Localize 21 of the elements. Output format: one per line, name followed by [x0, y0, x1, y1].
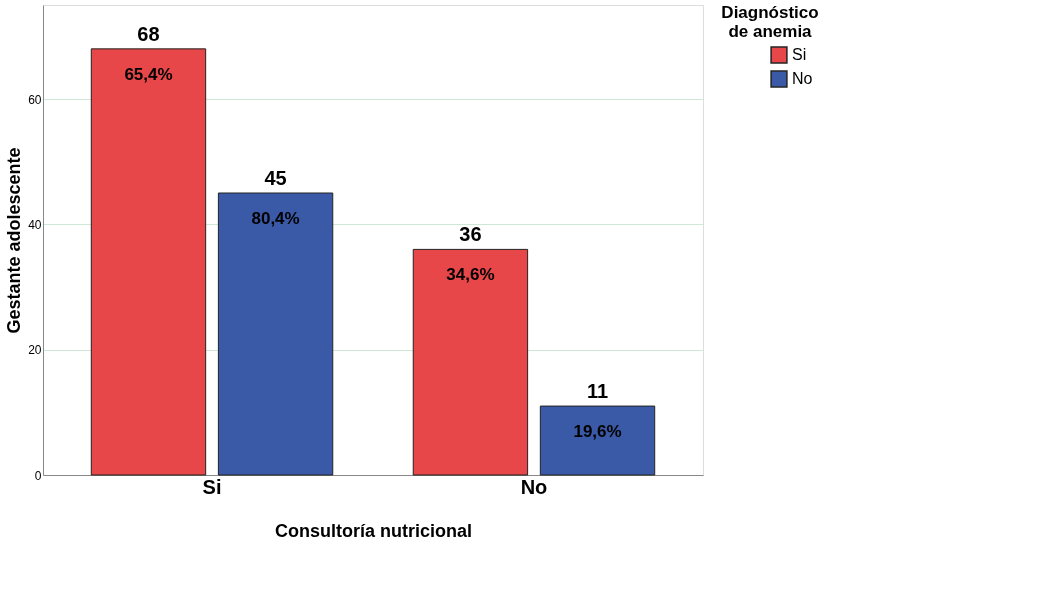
- bar: [90, 48, 207, 476]
- y-tick-label: 60: [28, 92, 42, 107]
- legend-label: No: [792, 70, 813, 87]
- y-tick-label: 40: [28, 217, 42, 232]
- data-label: 68: [137, 22, 160, 45]
- y-tick-label: 0: [34, 468, 42, 483]
- data-label: 45: [264, 167, 287, 189]
- y-tick-label: 20: [28, 343, 42, 358]
- x-axis-title: Consultoría nutricional: [274, 520, 473, 541]
- data-label: 11: [586, 380, 609, 403]
- annotation: 34,6%: [446, 265, 495, 285]
- annotation: 65,4%: [124, 64, 173, 84]
- data-label: 36: [459, 223, 482, 246]
- bar: [217, 192, 334, 476]
- legend-title: Diagnóstico de anemia: [721, 3, 819, 41]
- bar: [412, 248, 529, 476]
- bar: [539, 405, 656, 476]
- annotation: 19,6%: [573, 422, 622, 442]
- legend-label: Si: [792, 46, 807, 63]
- annotation: 80,4%: [251, 209, 300, 228]
- y-axis-title: Gestante adolescente: [4, 147, 25, 334]
